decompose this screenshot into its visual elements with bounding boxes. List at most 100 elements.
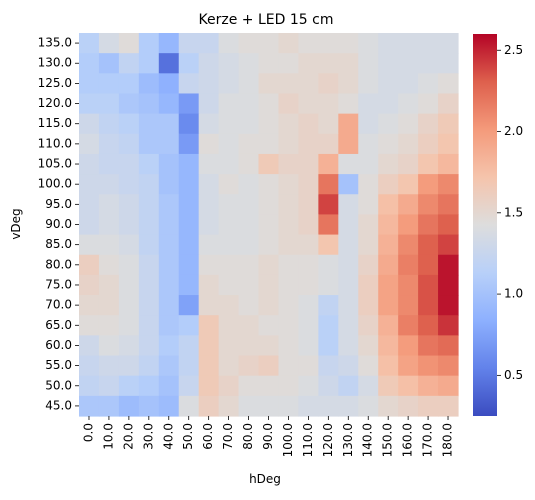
heatmap-cell (378, 375, 399, 397)
x-tick-label: 70.0 (221, 423, 235, 450)
colorbar-tick-label: 0.5 (504, 368, 523, 382)
heatmap-cell (138, 53, 160, 74)
heatmap-cell (218, 355, 240, 377)
y-tick-label: 135.0 (38, 36, 72, 50)
heatmap-cell (238, 234, 260, 256)
heatmap-cell (218, 33, 240, 54)
heatmap-cell (238, 335, 260, 357)
heatmap-cell (79, 254, 100, 276)
heatmap-cells (79, 33, 459, 417)
heatmap-cell (138, 153, 160, 175)
heatmap-cell (258, 73, 280, 95)
heatmap-cell (118, 335, 140, 357)
heatmap-cell (79, 295, 100, 316)
heatmap-cell (418, 315, 439, 336)
x-tick-label: 100.0 (281, 423, 295, 457)
heatmap-cell (158, 33, 180, 54)
heatmap-cell (358, 335, 379, 357)
heatmap-cell (398, 234, 419, 256)
heatmap-cell (79, 174, 100, 195)
heatmap-cell (238, 93, 260, 115)
heatmap-cell (378, 194, 399, 216)
heatmap-cell (318, 113, 339, 135)
heatmap-cell (338, 33, 359, 54)
heatmap-cell (118, 234, 140, 256)
heatmap-cell (138, 254, 160, 276)
heatmap-cell (318, 73, 339, 95)
heatmap-cell (358, 113, 379, 135)
heatmap-cell (298, 73, 319, 95)
y-tick-label: 85.0 (45, 237, 72, 251)
heatmap-cell (298, 355, 319, 377)
heatmap-cell (258, 53, 280, 74)
heatmap-cell (178, 395, 200, 417)
heatmap-cell (238, 33, 260, 54)
x-tick-label: 150.0 (381, 423, 395, 457)
heatmap-cell (318, 355, 339, 377)
heatmap-cell (298, 274, 319, 296)
heatmap-cell (258, 93, 280, 115)
heatmap-cell (118, 153, 140, 175)
heatmap-cell (358, 395, 379, 417)
heatmap-cell (118, 395, 140, 417)
heatmap-cell (138, 113, 160, 135)
heatmap-cell (438, 234, 459, 256)
heatmap-cell (418, 254, 439, 276)
heatmap-cell (158, 73, 180, 95)
heatmap-cell (198, 93, 220, 115)
heatmap-cell (438, 93, 459, 115)
heatmap-cell (118, 274, 140, 296)
heatmap-cell (298, 254, 319, 276)
heatmap-cell (258, 254, 280, 276)
chart-title: Kerze + LED 15 cm (199, 12, 334, 28)
heatmap-cell (178, 254, 200, 276)
heatmap-cell (438, 214, 459, 236)
x-tick-label: 130.0 (341, 423, 355, 457)
heatmap-cell (138, 33, 160, 54)
heatmap-cell (218, 133, 240, 155)
heatmap-cell (238, 214, 260, 236)
heatmap-cell (118, 254, 140, 276)
heatmap-cell (118, 194, 140, 216)
colorbar-tick-label: 1.0 (504, 287, 523, 301)
heatmap-cell (258, 274, 280, 296)
heatmap-cell (118, 375, 140, 397)
heatmap-cell (79, 214, 100, 236)
heatmap-cell (118, 53, 140, 74)
heatmap-cell (318, 395, 339, 417)
heatmap-cell (79, 194, 100, 216)
heatmap-cell (398, 33, 419, 54)
heatmap-cell (158, 395, 180, 417)
heatmap-cell (358, 315, 379, 336)
heatmap-cell (98, 254, 120, 276)
heatmap-cell (178, 355, 200, 377)
heatmap-cell (358, 73, 379, 95)
heatmap-cell (338, 315, 359, 336)
y-tick-label: 70.0 (45, 298, 72, 312)
heatmap-cell (79, 274, 100, 296)
heatmap-cell (298, 375, 319, 397)
heatmap-cell (258, 375, 280, 397)
y-tick-label: 45.0 (45, 398, 72, 412)
heatmap-cell (138, 335, 160, 357)
heatmap-cell (118, 133, 140, 155)
heatmap-cell (338, 295, 359, 316)
heatmap-cell (138, 234, 160, 256)
heatmap-cell (278, 274, 300, 296)
heatmap-cell (258, 234, 280, 256)
heatmap-cell (218, 335, 240, 357)
heatmap-cell (238, 395, 260, 417)
heatmap-cell (238, 53, 260, 74)
heatmap-cell (98, 113, 120, 135)
heatmap-cell (318, 274, 339, 296)
heatmap-cell (398, 254, 419, 276)
heatmap-cell (278, 395, 300, 417)
heatmap-cell (298, 315, 319, 336)
heatmap-cell (438, 174, 459, 195)
heatmap-cell (258, 133, 280, 155)
heatmap-cell (98, 153, 120, 175)
heatmap-cell (398, 174, 419, 195)
x-tick-label: 50.0 (181, 423, 195, 450)
heatmap-cell (318, 33, 339, 54)
heatmap-cell (378, 254, 399, 276)
